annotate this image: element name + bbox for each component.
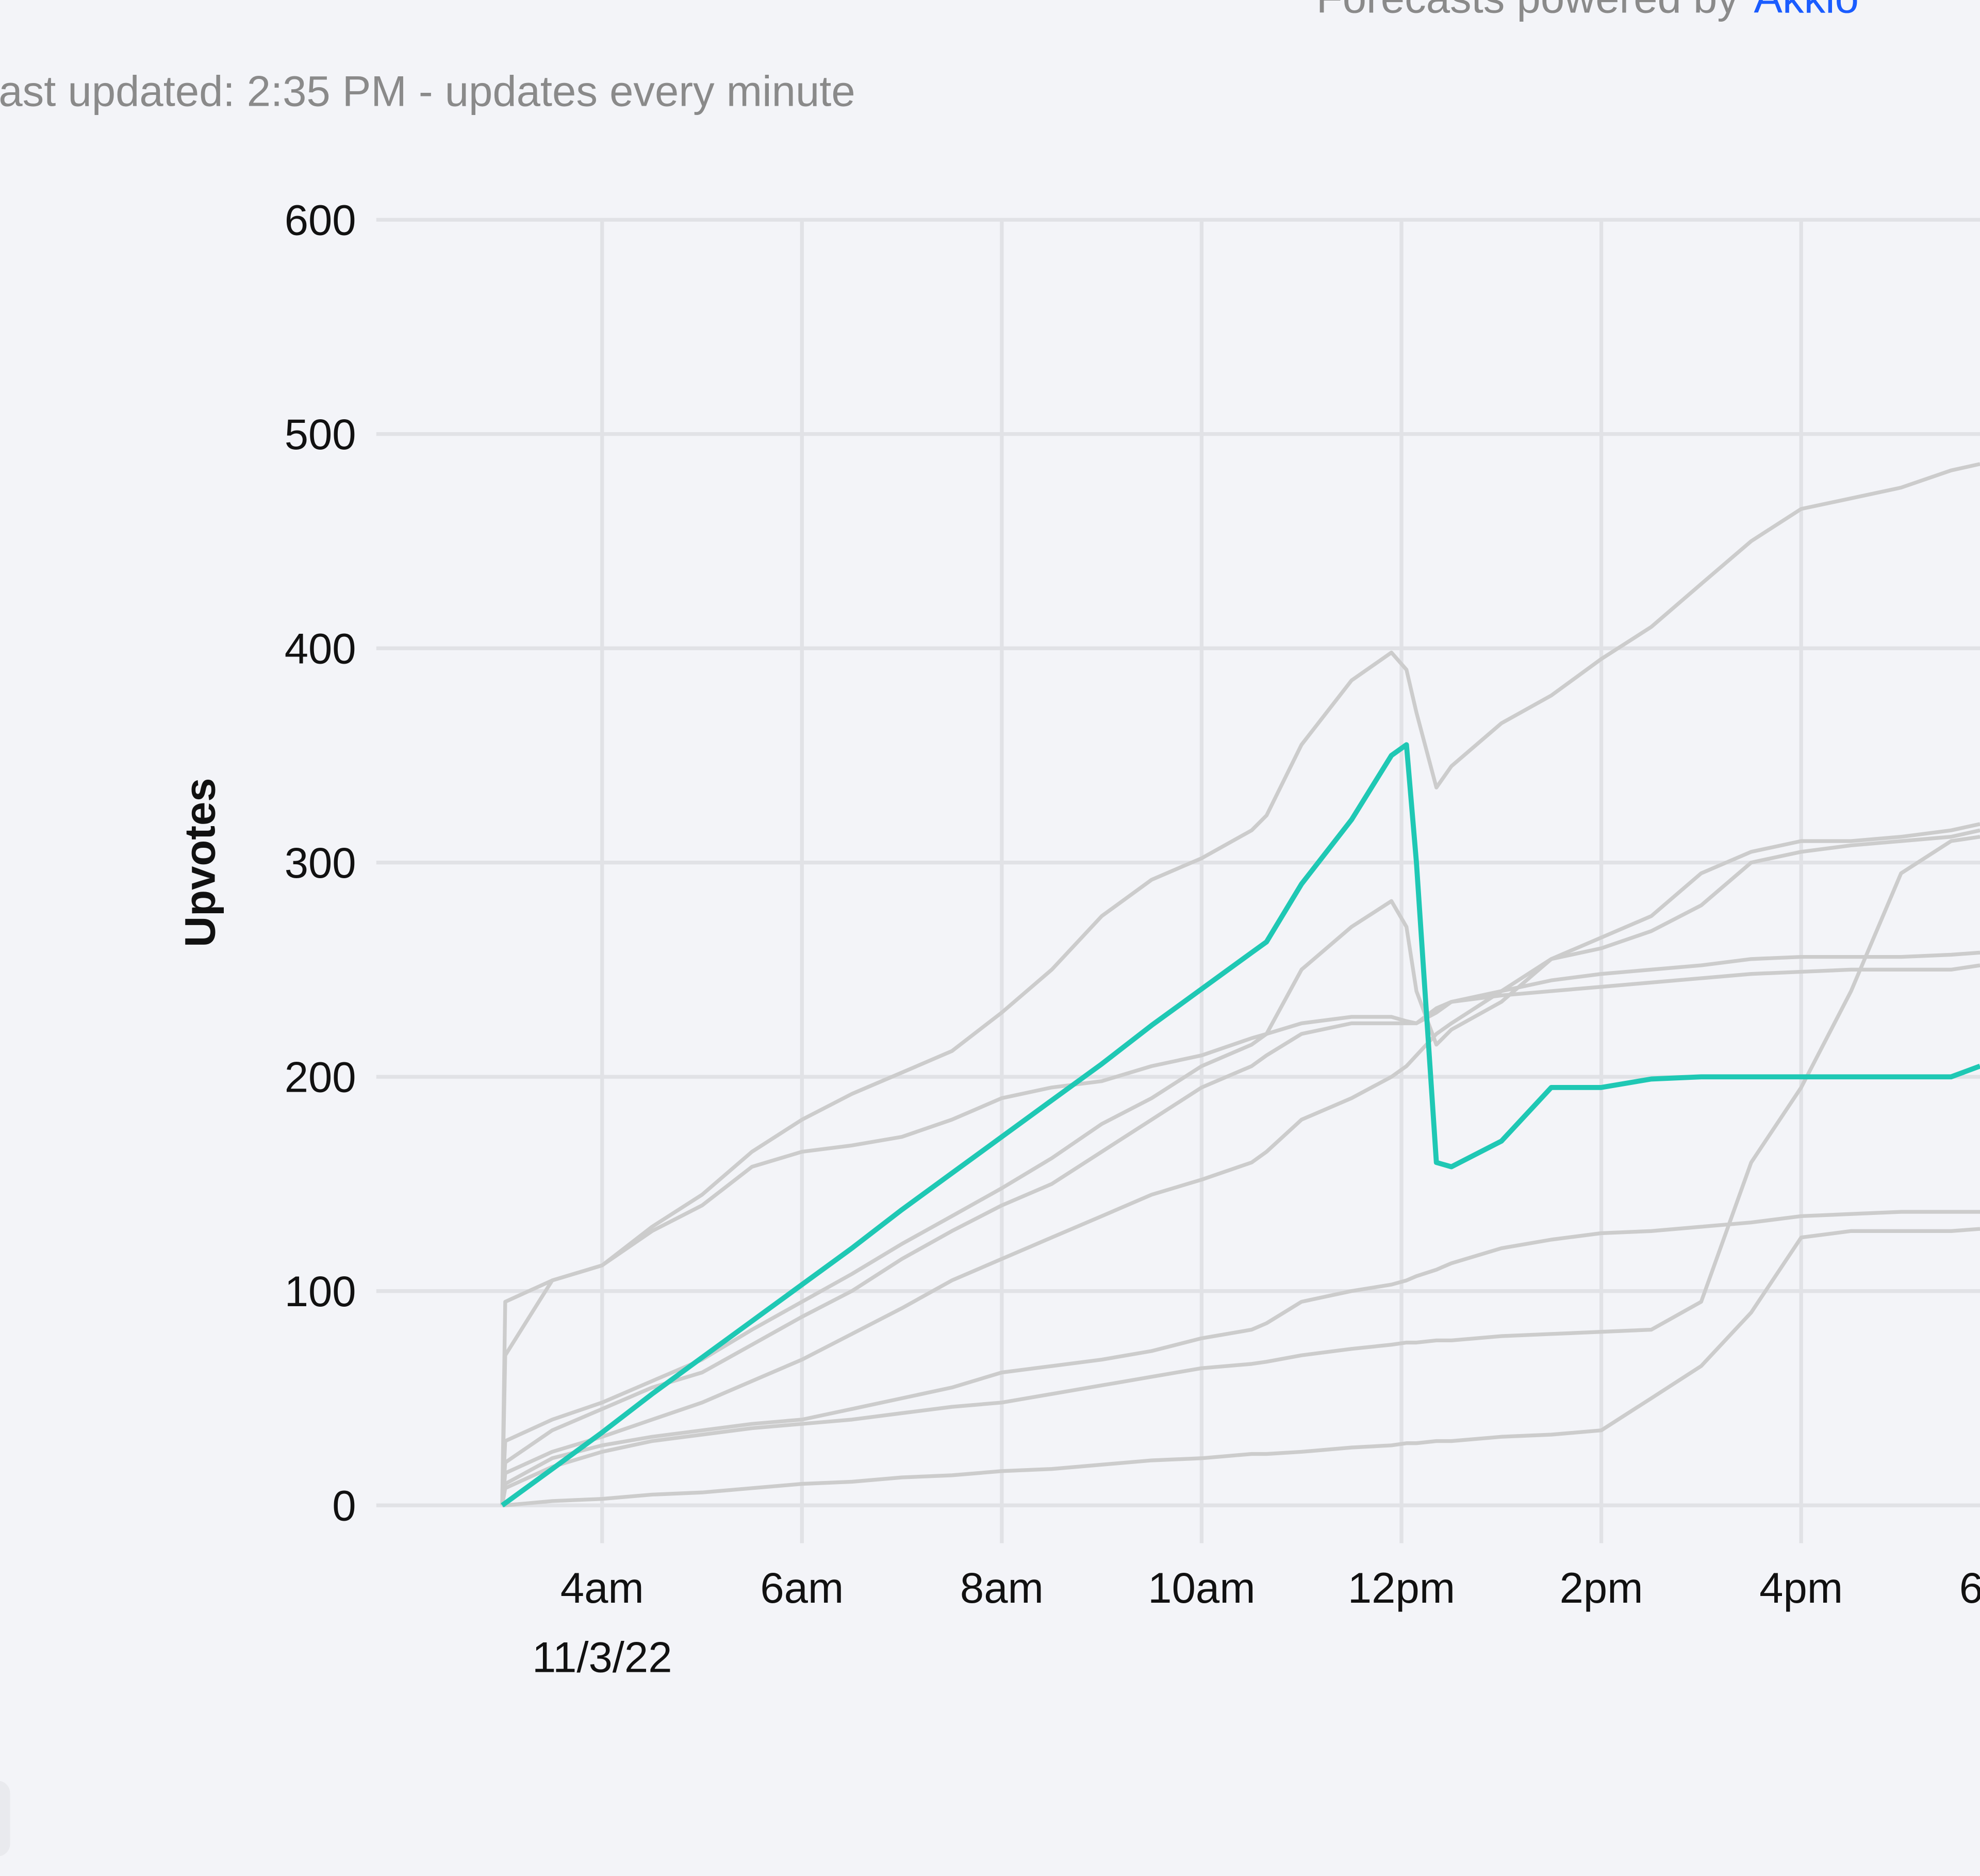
series-line <box>502 1227 1980 1507</box>
akkio-link[interactable]: Akkio <box>1754 0 1859 22</box>
y-tick-label: 100 <box>285 1268 356 1315</box>
series-line <box>500 822 1980 1506</box>
lines <box>500 462 1980 1508</box>
x-date-label: 11/3/22 <box>532 1633 672 1681</box>
grid <box>376 218 1980 1543</box>
x-tick-label: 2pm <box>1560 1564 1643 1612</box>
series-line <box>500 462 1980 1506</box>
series-line <box>501 742 1980 1508</box>
series-line <box>500 828 1980 1506</box>
x-tick-label: 12pm <box>1348 1564 1455 1612</box>
series-line <box>500 950 1980 1506</box>
last-updated: Last updated: 2:35 PM - updates every mi… <box>0 68 855 116</box>
x-tick-label: 6am <box>760 1564 844 1612</box>
x-tick-label: 4am <box>560 1564 644 1612</box>
labels: 0 100 200 300 400 500 600 4am 6am 8am 10am 12pm 2pm 4… <box>285 196 1980 1682</box>
x-tick-label: 4pm <box>1759 1564 1843 1612</box>
x-tick-label: 8am <box>960 1564 1044 1612</box>
y-tick-label: 0 <box>332 1482 356 1530</box>
y-axis-label: Upvotes <box>176 778 224 947</box>
powered-by: Forecasts powered by Akkio <box>1316 0 1859 22</box>
y-tick-label: 200 <box>285 1054 356 1101</box>
x-tick-label: 10am <box>1148 1564 1255 1612</box>
x-tick-label: 6pm <box>1959 1564 1980 1612</box>
panel-edge <box>0 1781 10 1856</box>
series-line <box>500 835 1980 1506</box>
powered-by-text: Forecasts powered by <box>1316 0 1739 22</box>
y-tick-label: 400 <box>285 625 356 673</box>
y-tick-label: 600 <box>285 196 356 244</box>
y-tick-label: 500 <box>285 410 356 458</box>
series-line <box>500 1210 1980 1506</box>
y-tick-label: 300 <box>285 839 356 887</box>
series-line <box>500 963 1980 1506</box>
